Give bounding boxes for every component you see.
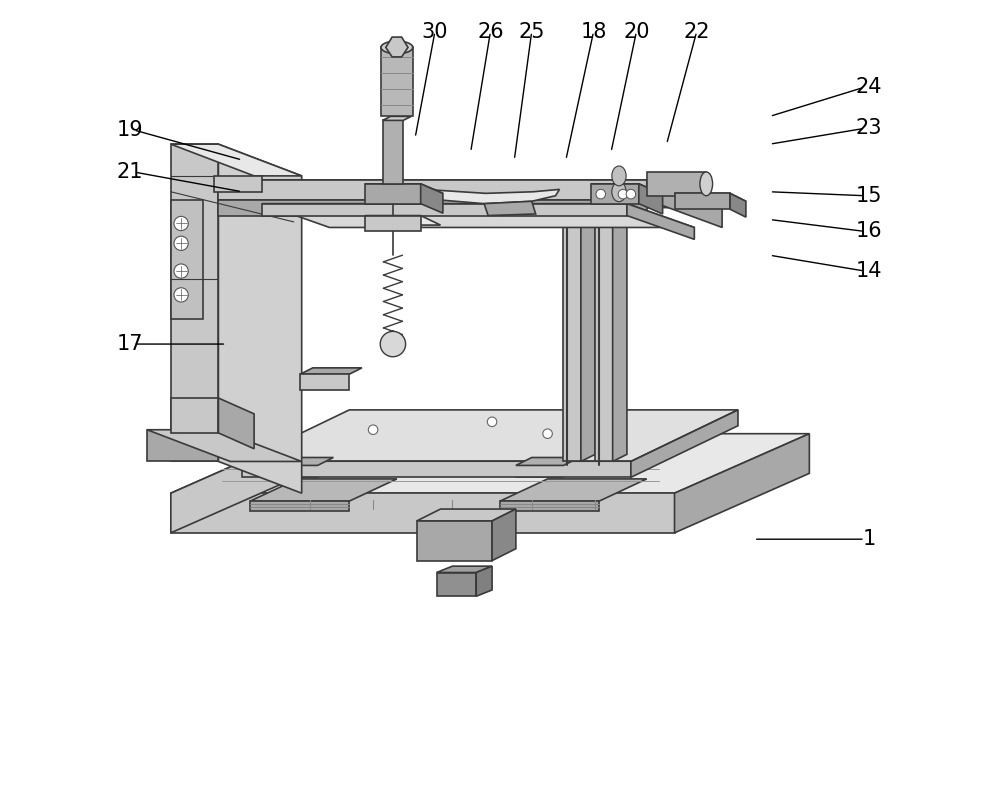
Polygon shape xyxy=(218,200,647,216)
Polygon shape xyxy=(647,180,722,228)
Polygon shape xyxy=(171,434,809,494)
Polygon shape xyxy=(613,197,627,462)
Polygon shape xyxy=(675,193,730,209)
Polygon shape xyxy=(516,466,563,478)
Polygon shape xyxy=(595,204,613,462)
Polygon shape xyxy=(218,144,302,494)
Text: 30: 30 xyxy=(422,21,448,41)
Polygon shape xyxy=(627,204,694,240)
Text: 15: 15 xyxy=(856,185,882,205)
Polygon shape xyxy=(591,184,639,204)
Polygon shape xyxy=(500,501,599,511)
Polygon shape xyxy=(421,186,559,204)
Polygon shape xyxy=(300,374,349,390)
Polygon shape xyxy=(492,509,516,560)
Polygon shape xyxy=(417,509,516,521)
Polygon shape xyxy=(639,184,663,214)
Polygon shape xyxy=(591,184,663,194)
Text: 16: 16 xyxy=(856,221,882,241)
Polygon shape xyxy=(147,430,302,462)
Ellipse shape xyxy=(612,166,626,185)
Circle shape xyxy=(626,189,636,199)
Polygon shape xyxy=(242,410,738,462)
Polygon shape xyxy=(365,216,441,225)
Polygon shape xyxy=(563,204,581,462)
Text: 24: 24 xyxy=(856,77,882,97)
Polygon shape xyxy=(730,193,746,217)
Polygon shape xyxy=(581,197,595,462)
Circle shape xyxy=(487,417,497,427)
Polygon shape xyxy=(171,144,218,462)
Polygon shape xyxy=(171,200,203,318)
Polygon shape xyxy=(476,566,492,596)
Polygon shape xyxy=(484,201,536,216)
Circle shape xyxy=(174,217,188,231)
Polygon shape xyxy=(270,458,333,466)
Polygon shape xyxy=(242,462,631,478)
Polygon shape xyxy=(647,172,706,196)
Polygon shape xyxy=(365,184,443,193)
Polygon shape xyxy=(250,479,397,501)
Polygon shape xyxy=(218,180,647,200)
Polygon shape xyxy=(386,37,408,57)
Text: 19: 19 xyxy=(116,120,143,140)
Text: 22: 22 xyxy=(683,21,710,41)
Text: 23: 23 xyxy=(856,119,882,139)
Polygon shape xyxy=(500,479,647,501)
Text: 17: 17 xyxy=(116,334,143,354)
Text: 18: 18 xyxy=(580,21,607,41)
Circle shape xyxy=(174,264,188,279)
Polygon shape xyxy=(421,184,443,213)
Polygon shape xyxy=(381,48,413,116)
Circle shape xyxy=(174,236,188,251)
Polygon shape xyxy=(218,180,722,208)
Circle shape xyxy=(368,425,378,435)
Polygon shape xyxy=(365,216,421,232)
Polygon shape xyxy=(675,193,746,201)
Polygon shape xyxy=(262,204,694,228)
Text: 26: 26 xyxy=(477,21,504,41)
Circle shape xyxy=(596,189,605,199)
Polygon shape xyxy=(300,368,362,374)
Polygon shape xyxy=(270,466,318,478)
Polygon shape xyxy=(437,566,492,572)
Polygon shape xyxy=(365,184,421,204)
Polygon shape xyxy=(675,434,809,533)
Text: 14: 14 xyxy=(856,261,882,281)
Circle shape xyxy=(543,429,552,439)
Text: 20: 20 xyxy=(623,21,650,41)
Polygon shape xyxy=(214,176,262,192)
Circle shape xyxy=(380,331,406,357)
Polygon shape xyxy=(171,434,306,533)
Polygon shape xyxy=(262,204,627,216)
Text: 1: 1 xyxy=(862,529,875,549)
Polygon shape xyxy=(437,572,476,596)
Ellipse shape xyxy=(381,41,413,54)
Circle shape xyxy=(174,287,188,302)
Polygon shape xyxy=(171,144,302,176)
Text: 21: 21 xyxy=(116,162,143,182)
Polygon shape xyxy=(218,398,254,449)
Ellipse shape xyxy=(612,181,626,201)
Polygon shape xyxy=(383,120,403,184)
Polygon shape xyxy=(516,458,579,466)
Polygon shape xyxy=(171,494,675,533)
Ellipse shape xyxy=(700,172,713,196)
Circle shape xyxy=(618,189,628,199)
Polygon shape xyxy=(631,410,738,478)
Polygon shape xyxy=(250,501,349,511)
Polygon shape xyxy=(171,398,218,433)
Text: 25: 25 xyxy=(518,21,545,41)
Polygon shape xyxy=(147,430,218,462)
Polygon shape xyxy=(383,116,411,120)
Polygon shape xyxy=(417,521,492,560)
